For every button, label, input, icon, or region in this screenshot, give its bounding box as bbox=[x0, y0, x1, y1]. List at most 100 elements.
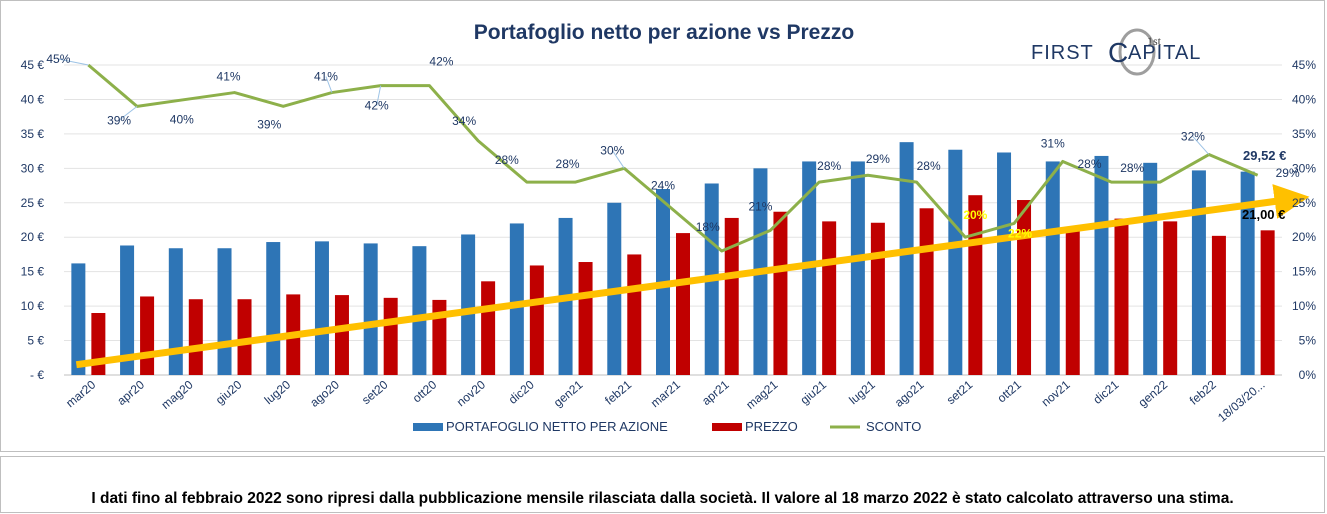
x-tick-label: mag21 bbox=[743, 377, 780, 412]
sconto-point-label: 29% bbox=[866, 152, 890, 166]
bar-price bbox=[140, 296, 155, 375]
y-right-tick-label: 35% bbox=[1292, 127, 1316, 141]
sconto-point-label: 41% bbox=[217, 70, 241, 84]
sconto-point-label: 18% bbox=[696, 220, 720, 234]
x-tick-label: mag20 bbox=[159, 377, 196, 412]
label-leader-line bbox=[1192, 136, 1210, 155]
bar-price bbox=[919, 208, 934, 375]
bar-nav bbox=[120, 245, 135, 375]
sconto-line bbox=[87, 63, 1259, 253]
legend-swatch-nav bbox=[413, 423, 443, 431]
x-tick-label: nov20 bbox=[454, 377, 488, 409]
sconto-point-label: 32% bbox=[1181, 130, 1205, 144]
sconto-point-label: 39% bbox=[107, 113, 131, 127]
legend-label-price: PREZZO bbox=[745, 419, 798, 434]
legend-label-nav: PORTAFOGLIO NETTO PER AZIONE bbox=[446, 419, 668, 434]
sconto-point-label: 31% bbox=[1041, 136, 1065, 150]
sconto-point-label: 28% bbox=[495, 153, 519, 167]
x-tick-label: giu21 bbox=[798, 377, 830, 407]
bar-price bbox=[724, 217, 739, 375]
bar-nav bbox=[509, 223, 524, 375]
y-right-tick-label: 45% bbox=[1292, 58, 1316, 72]
bar-price bbox=[1017, 200, 1032, 375]
x-tick-label: apr21 bbox=[699, 377, 732, 408]
label-leader-line bbox=[611, 150, 625, 169]
x-tick-label: gen21 bbox=[551, 377, 586, 409]
bar-nav bbox=[71, 263, 86, 375]
footnote-text: I dati fino al febbraio 2022 sono ripres… bbox=[91, 490, 1234, 507]
y-left-tick-label: 10 € bbox=[21, 299, 45, 313]
y-left-tick-label: 25 € bbox=[21, 196, 45, 210]
x-tick-label: lug20 bbox=[262, 377, 294, 407]
bar-nav bbox=[266, 242, 281, 375]
logo-superscript: 1st bbox=[1147, 34, 1162, 48]
label-leader-line bbox=[376, 85, 382, 106]
x-tick-label: set20 bbox=[359, 377, 391, 407]
sconto-point-label: 28% bbox=[917, 159, 941, 173]
x-tick-label: apr20 bbox=[114, 377, 147, 408]
trend-arrow bbox=[75, 184, 1310, 369]
sconto-point-label: 22% bbox=[1008, 226, 1032, 240]
y-left-tick-label: 5 € bbox=[27, 334, 44, 348]
sconto-point-label: 21% bbox=[748, 199, 772, 213]
footnote-box: I dati fino al febbraio 2022 sono ripres… bbox=[0, 456, 1325, 513]
bar-price bbox=[529, 265, 544, 375]
bar-price bbox=[481, 281, 496, 375]
y-left-tick-label: 35 € bbox=[21, 127, 45, 141]
x-tick-label: mar20 bbox=[63, 377, 98, 410]
bar-price bbox=[627, 254, 642, 375]
x-tick-label: dic21 bbox=[1090, 377, 1121, 406]
y-right-tick-label: 25% bbox=[1292, 196, 1316, 210]
x-tick-label: lug21 bbox=[846, 377, 878, 407]
bar-price bbox=[1065, 231, 1080, 375]
bar-nav bbox=[1094, 155, 1109, 375]
x-tick-label: ago20 bbox=[307, 377, 342, 409]
bar-price bbox=[676, 233, 690, 375]
sconto-point-label: 45% bbox=[46, 52, 70, 66]
bar-nav bbox=[1240, 171, 1255, 375]
x-tick-label: ott21 bbox=[995, 377, 1025, 405]
sconto-point-label: 42% bbox=[429, 55, 453, 69]
nav-last-annotation: 29,52 € bbox=[1243, 148, 1286, 163]
y-right-tick-label: 40% bbox=[1292, 92, 1316, 106]
x-tick-label: ago21 bbox=[892, 377, 927, 409]
logo-brand-left: FIRST bbox=[1031, 42, 1094, 64]
bar-price bbox=[578, 262, 593, 375]
label-leader-line bbox=[325, 76, 333, 93]
bar-price bbox=[870, 222, 885, 375]
sconto-line-layer bbox=[87, 63, 1259, 253]
bar-nav bbox=[997, 152, 1012, 375]
bar-nav bbox=[1191, 170, 1206, 375]
sconto-point-label: 28% bbox=[556, 157, 580, 171]
y-left-tick-label: - € bbox=[30, 368, 44, 382]
y-right-tick-label: 15% bbox=[1292, 265, 1316, 279]
chart-title: Portafoglio netto per azione vs Prezzo bbox=[474, 21, 854, 44]
sconto-point-label: 28% bbox=[1120, 161, 1144, 175]
bar-nav bbox=[168, 248, 183, 375]
bar-nav bbox=[314, 241, 329, 375]
x-tick-label: ott20 bbox=[410, 377, 440, 405]
sconto-point-label: 30% bbox=[600, 143, 624, 157]
sconto-point-label: 20% bbox=[963, 208, 987, 222]
bar-nav bbox=[899, 142, 914, 375]
x-tick-label: giu20 bbox=[213, 377, 245, 407]
bar-price bbox=[334, 295, 349, 375]
bar-price bbox=[188, 299, 203, 375]
sconto-point-label: 29% bbox=[1276, 166, 1300, 180]
y-left-tick-label: 15 € bbox=[21, 265, 45, 279]
sconto-point-label: 42% bbox=[365, 99, 389, 113]
bar-nav bbox=[363, 243, 378, 375]
y-left-tick-label: 20 € bbox=[21, 230, 45, 244]
sconto-point-label: 28% bbox=[1077, 157, 1101, 171]
x-tick-label: gen22 bbox=[1136, 377, 1171, 409]
legend-swatch-price bbox=[712, 423, 742, 431]
y-right-tick-label: 5% bbox=[1299, 334, 1317, 348]
bar-nav bbox=[1045, 161, 1060, 375]
sconto-point-label: 34% bbox=[452, 114, 476, 128]
logo-brand-right: APITAL bbox=[1128, 42, 1201, 64]
y-left-tick-label: 30 € bbox=[21, 161, 45, 175]
sconto-point-label: 24% bbox=[651, 179, 675, 193]
x-tick-label: feb22 bbox=[1187, 377, 1219, 407]
y-left-tick-label: 40 € bbox=[21, 92, 45, 106]
legend-label-sconto: SCONTO bbox=[866, 419, 921, 434]
